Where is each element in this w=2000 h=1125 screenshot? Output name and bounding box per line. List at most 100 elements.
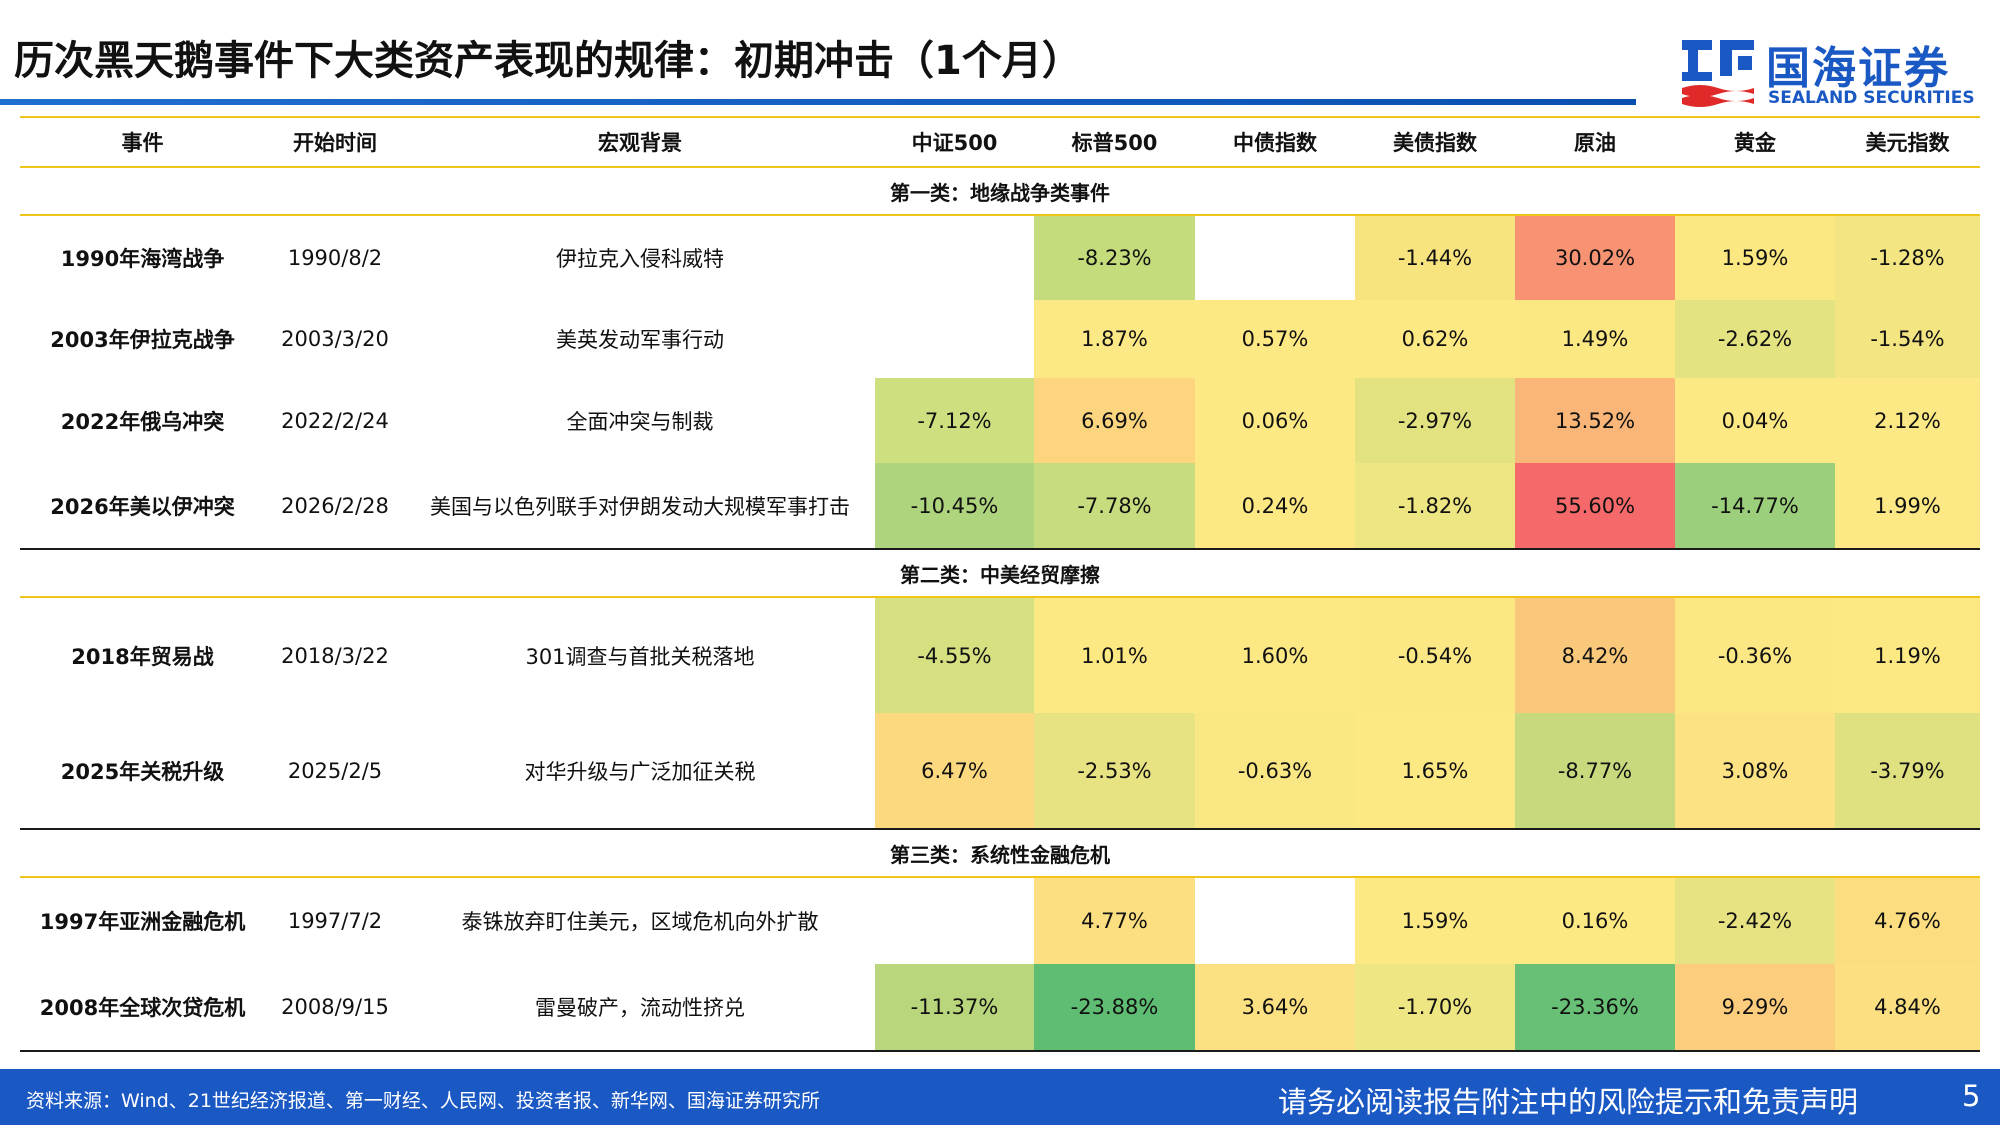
return-cell: -7.12%	[875, 378, 1034, 463]
return-cell: 0.04%	[1675, 378, 1835, 463]
asset-performance-table: 事件 开始时间 宏观背景 中证500 标普500 中债指数 美债指数 原油 黄金…	[20, 116, 1980, 1052]
return-cell: 1.01%	[1034, 597, 1195, 713]
return-cell: 0.06%	[1195, 378, 1355, 463]
company-logo: 国海证券 SEALAND SECURITIES	[1680, 30, 1980, 112]
return-cell: 1.59%	[1355, 877, 1515, 964]
return-cell: 1.49%	[1515, 300, 1675, 378]
logo-chinese-name: 国海证券	[1766, 43, 1950, 94]
return-cell: 6.47%	[875, 713, 1034, 829]
event-cell: 1997年亚洲金融危机	[39, 910, 246, 934]
return-cell: -2.62%	[1675, 300, 1835, 378]
return-cell: -2.97%	[1355, 378, 1515, 463]
event-cell: 1990年海湾战争	[60, 247, 225, 271]
event-cell: 2026年美以伊冲突	[50, 494, 235, 519]
header-sp500: 标普500	[1034, 116, 1195, 168]
return-cell: 6.69%	[1034, 378, 1195, 463]
header-us-treasury-index: 美债指数	[1355, 116, 1515, 168]
return-cell: 1.59%	[1675, 215, 1835, 300]
return-cell: -23.88%	[1034, 964, 1195, 1052]
return-cell: 9.29%	[1675, 964, 1835, 1052]
return-cell: -0.36%	[1675, 597, 1835, 713]
return-cell: 55.60%	[1515, 463, 1675, 549]
return-cell: 1.87%	[1034, 300, 1195, 378]
footer-bar: 资料来源：Wind、21世纪经济报道、第一财经、人民网、投资者报、新华网、国海证…	[0, 1069, 2000, 1125]
return-cell: -14.77%	[1675, 463, 1835, 549]
return-cell: 1.65%	[1355, 713, 1515, 829]
macro-background-cell: 泰铢放弃盯住美元，区域危机向外扩散	[461, 910, 819, 934]
event-cell: 2008年全球次贷危机	[20, 964, 265, 1052]
start-date-cell: 2008/9/15	[265, 964, 405, 1052]
return-cell: -23.36%	[1515, 964, 1675, 1052]
page-number: 5	[1962, 1079, 1981, 1113]
return-cell: 30.02%	[1515, 215, 1675, 300]
return-cell: 0.16%	[1515, 877, 1675, 964]
return-cell	[1195, 877, 1355, 964]
title-divider	[0, 99, 1636, 105]
return-cell: -8.23%	[1034, 215, 1195, 300]
start-date-cell: 2022/2/24	[281, 408, 389, 433]
return-cell: -1.70%	[1355, 964, 1515, 1052]
start-date-cell: 2026/2/28	[281, 493, 389, 518]
header-crude-oil: 原油	[1515, 116, 1675, 168]
category-label: 第二类：中美经贸摩擦	[20, 548, 1980, 598]
disclaimer-text: 请务必阅读报告附注中的风险提示和免责声明	[1278, 1085, 1859, 1119]
table-row: 2026年美以伊冲突 2026/2/28 美国与以色列联手对伊朗发动大规模军事打击 -…	[20, 463, 1980, 549]
return-cell: -11.37%	[875, 964, 1034, 1052]
event-cell: 2003年伊拉克战争	[50, 328, 235, 352]
return-cell	[875, 300, 1034, 378]
return-cell: 0.57%	[1195, 300, 1355, 378]
return-cell: -1.82%	[1355, 463, 1515, 549]
table-row: 2025年关税升级 2025/2/5 对华升级与广泛加征关税 6.47% -2.53% -…	[20, 713, 1980, 829]
category-row: 第一类：地缘战争类事件	[20, 167, 1980, 216]
macro-background-cell: 全面冲突与制裁	[566, 409, 714, 434]
return-cell: -0.54%	[1355, 597, 1515, 713]
header-event: 事件	[20, 116, 265, 168]
return-cell: -8.77%	[1515, 713, 1675, 829]
macro-background-cell: 美英发动军事行动	[556, 328, 724, 352]
header-start-date: 开始时间	[265, 116, 405, 168]
return-cell: 1.99%	[1835, 463, 1980, 549]
return-cell: -10.45%	[875, 463, 1034, 549]
return-cell: 4.84%	[1835, 964, 1980, 1052]
header-china-bond-index: 中债指数	[1195, 116, 1355, 168]
return-cell: -1.44%	[1355, 215, 1515, 300]
return-cell: 1.60%	[1195, 597, 1355, 713]
macro-background-cell: 雷曼破产，流动性挤兑	[405, 964, 875, 1052]
header-macro-background: 宏观背景	[405, 116, 875, 168]
table-row: 2018年贸易战 2018/3/22 301调查与首批关税落地 -4.55% 1.01%…	[20, 597, 1980, 713]
return-cell: -0.63%	[1195, 713, 1355, 829]
return-cell	[1195, 215, 1355, 300]
return-cell	[875, 215, 1034, 300]
start-date-cell: 1997/7/2	[287, 909, 383, 933]
return-cell: -7.78%	[1034, 463, 1195, 549]
return-cell: 4.76%	[1835, 877, 1980, 964]
return-cell: 8.42%	[1515, 597, 1675, 713]
category-label: 第一类：地缘战争类事件	[20, 167, 1980, 216]
start-date-cell: 2003/3/20	[281, 327, 389, 351]
event-cell: 2025年关税升级	[60, 759, 225, 784]
table-row: 2008年全球次贷危机 2008/9/15 雷曼破产，流动性挤兑 -11.37% -23…	[20, 964, 1980, 1052]
return-cell: 0.24%	[1195, 463, 1355, 549]
return-cell: 1.19%	[1835, 597, 1980, 713]
return-cell: -4.55%	[875, 597, 1034, 713]
return-cell: 13.52%	[1515, 378, 1675, 463]
macro-background-cell: 对华升级与广泛加征关税	[524, 759, 756, 784]
return-cell: 3.64%	[1195, 964, 1355, 1052]
sealand-logo-mark-icon	[1682, 40, 1754, 107]
table-row: 1997年亚洲金融危机 1997/7/2 泰铢放弃盯住美元，区域危机向外扩散 4.77…	[20, 877, 1980, 964]
table-row: 1990年海湾战争 1990/8/2 伊拉克入侵科威特 -8.23% -1.44% 30.…	[20, 215, 1980, 300]
start-date-cell: 2018/3/22	[281, 643, 389, 668]
return-cell: 4.77%	[1034, 877, 1195, 964]
category-row: 第二类：中美经贸摩擦	[20, 548, 1980, 598]
return-cell: 3.08%	[1675, 713, 1835, 829]
return-cell: -2.53%	[1034, 713, 1195, 829]
macro-background-cell: 伊拉克入侵科威特	[556, 247, 724, 271]
return-cell: 2.12%	[1835, 378, 1980, 463]
return-cell: 0.62%	[1355, 300, 1515, 378]
return-cell	[875, 877, 1034, 964]
page-title: 历次黑天鹅事件下大类资产表现的规律：初期冲击（1个月）	[14, 38, 1082, 84]
return-cell: -2.42%	[1675, 877, 1835, 964]
header-dollar-index: 美元指数	[1835, 116, 1980, 168]
return-cell: -1.28%	[1835, 215, 1980, 300]
category-row: 第三类：系统性金融危机	[20, 828, 1980, 878]
